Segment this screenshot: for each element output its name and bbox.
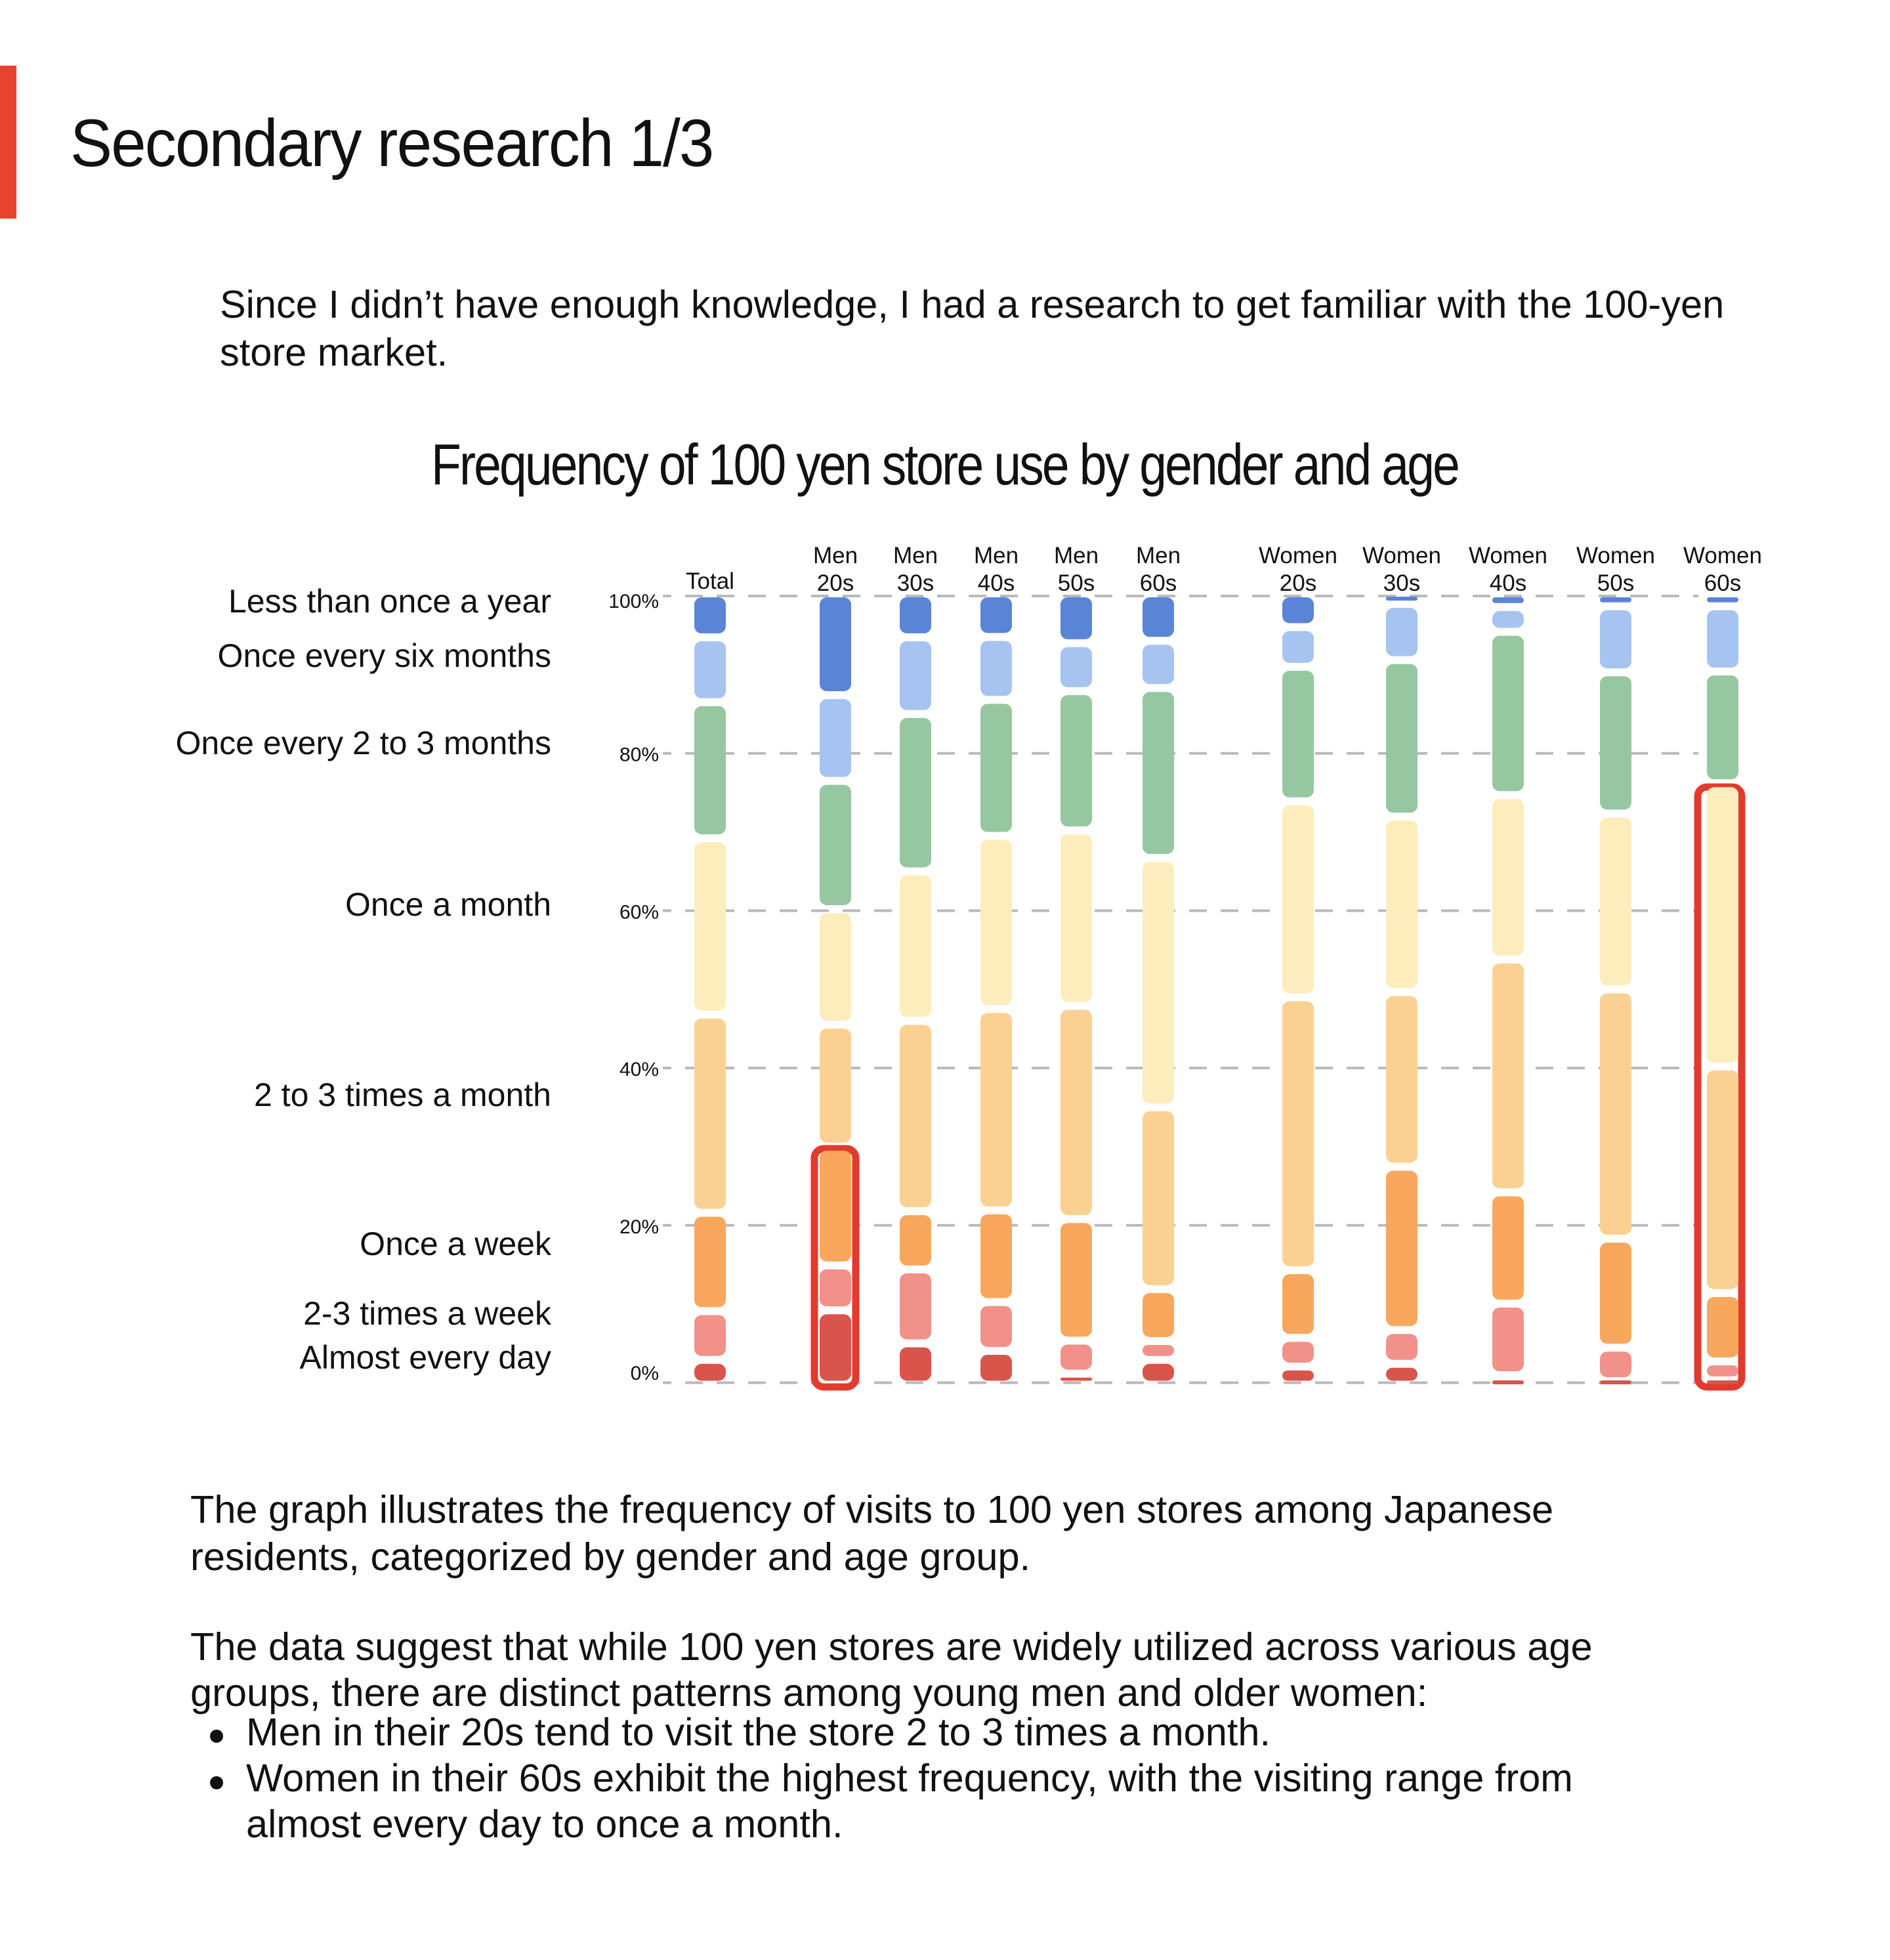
svg-text:Women: Women bbox=[1362, 543, 1441, 568]
svg-text:40s: 40s bbox=[1490, 570, 1526, 596]
svg-text:2-3 times a week: 2-3 times a week bbox=[303, 1295, 552, 1332]
svg-text:Men: Men bbox=[813, 543, 858, 568]
svg-text:Less than once a year: Less than once a year bbox=[228, 583, 551, 620]
svg-text:Men in their 20s tend to visit: Men in their 20s tend to visit the store… bbox=[246, 1710, 1270, 1754]
svg-text:Once a week: Once a week bbox=[360, 1225, 552, 1262]
svg-text:Almost every day: Almost every day bbox=[300, 1339, 551, 1376]
svg-text:groups, there are distinct pat: groups, there are distinct patterns amon… bbox=[190, 1671, 1427, 1715]
svg-text:The graph illustrates the freq: The graph illustrates the frequency of v… bbox=[190, 1487, 1553, 1531]
svg-text:20s: 20s bbox=[1280, 570, 1316, 596]
svg-text:The data suggest that while 10: The data suggest that while 100 yen stor… bbox=[190, 1625, 1593, 1669]
svg-text:30s: 30s bbox=[1383, 570, 1420, 596]
svg-text:50s: 50s bbox=[1058, 570, 1095, 596]
svg-text:Once every 2 to 3 months: Once every 2 to 3 months bbox=[175, 725, 551, 761]
svg-text:Men: Men bbox=[974, 543, 1018, 568]
svg-text:20%: 20% bbox=[620, 1216, 659, 1238]
svg-text:Women: Women bbox=[1683, 543, 1762, 568]
svg-text:100%: 100% bbox=[608, 591, 659, 612]
svg-text:Since I didn’t have enough kno: Since I didn’t have enough knowledge, I … bbox=[220, 282, 1724, 326]
svg-text:20s: 20s bbox=[817, 570, 854, 596]
svg-text:Men: Men bbox=[1054, 543, 1099, 568]
svg-text:30s: 30s bbox=[897, 570, 934, 596]
svg-text:50s: 50s bbox=[1597, 570, 1634, 596]
svg-text:Secondary research 1/3: Secondary research 1/3 bbox=[70, 106, 713, 181]
svg-text:Men: Men bbox=[893, 543, 938, 568]
svg-text:60s: 60s bbox=[1704, 570, 1741, 596]
svg-text:almost every day to once a mon: almost every day to once a month. bbox=[246, 1802, 843, 1846]
svg-text:Once every six months: Once every six months bbox=[217, 637, 551, 674]
svg-text:Total: Total bbox=[686, 568, 734, 594]
svg-text:60%: 60% bbox=[620, 901, 659, 923]
svg-text:Women: Women bbox=[1259, 543, 1337, 568]
svg-text:residents, categorized by gend: residents, categorized by gender and age… bbox=[190, 1535, 1030, 1579]
svg-text:0%: 0% bbox=[631, 1363, 659, 1384]
svg-text:Once a month: Once a month bbox=[345, 886, 551, 923]
svg-text:2 to 3 times a month: 2 to 3 times a month bbox=[254, 1076, 551, 1113]
svg-text:Women: Women bbox=[1469, 543, 1547, 568]
svg-text:Women: Women bbox=[1576, 543, 1655, 568]
svg-text:40%: 40% bbox=[620, 1059, 659, 1080]
svg-text:Frequency of 100 yen store use: Frequency of 100 yen store use by gender… bbox=[431, 433, 1458, 497]
svg-text:40s: 40s bbox=[978, 570, 1015, 596]
svg-text:store market.: store market. bbox=[220, 330, 448, 374]
svg-text:Men: Men bbox=[1136, 543, 1181, 568]
svg-text:80%: 80% bbox=[620, 744, 659, 766]
svg-text:Women in their 60s exhibit the: Women in their 60s exhibit the highest f… bbox=[246, 1756, 1573, 1800]
svg-text:60s: 60s bbox=[1140, 570, 1177, 596]
